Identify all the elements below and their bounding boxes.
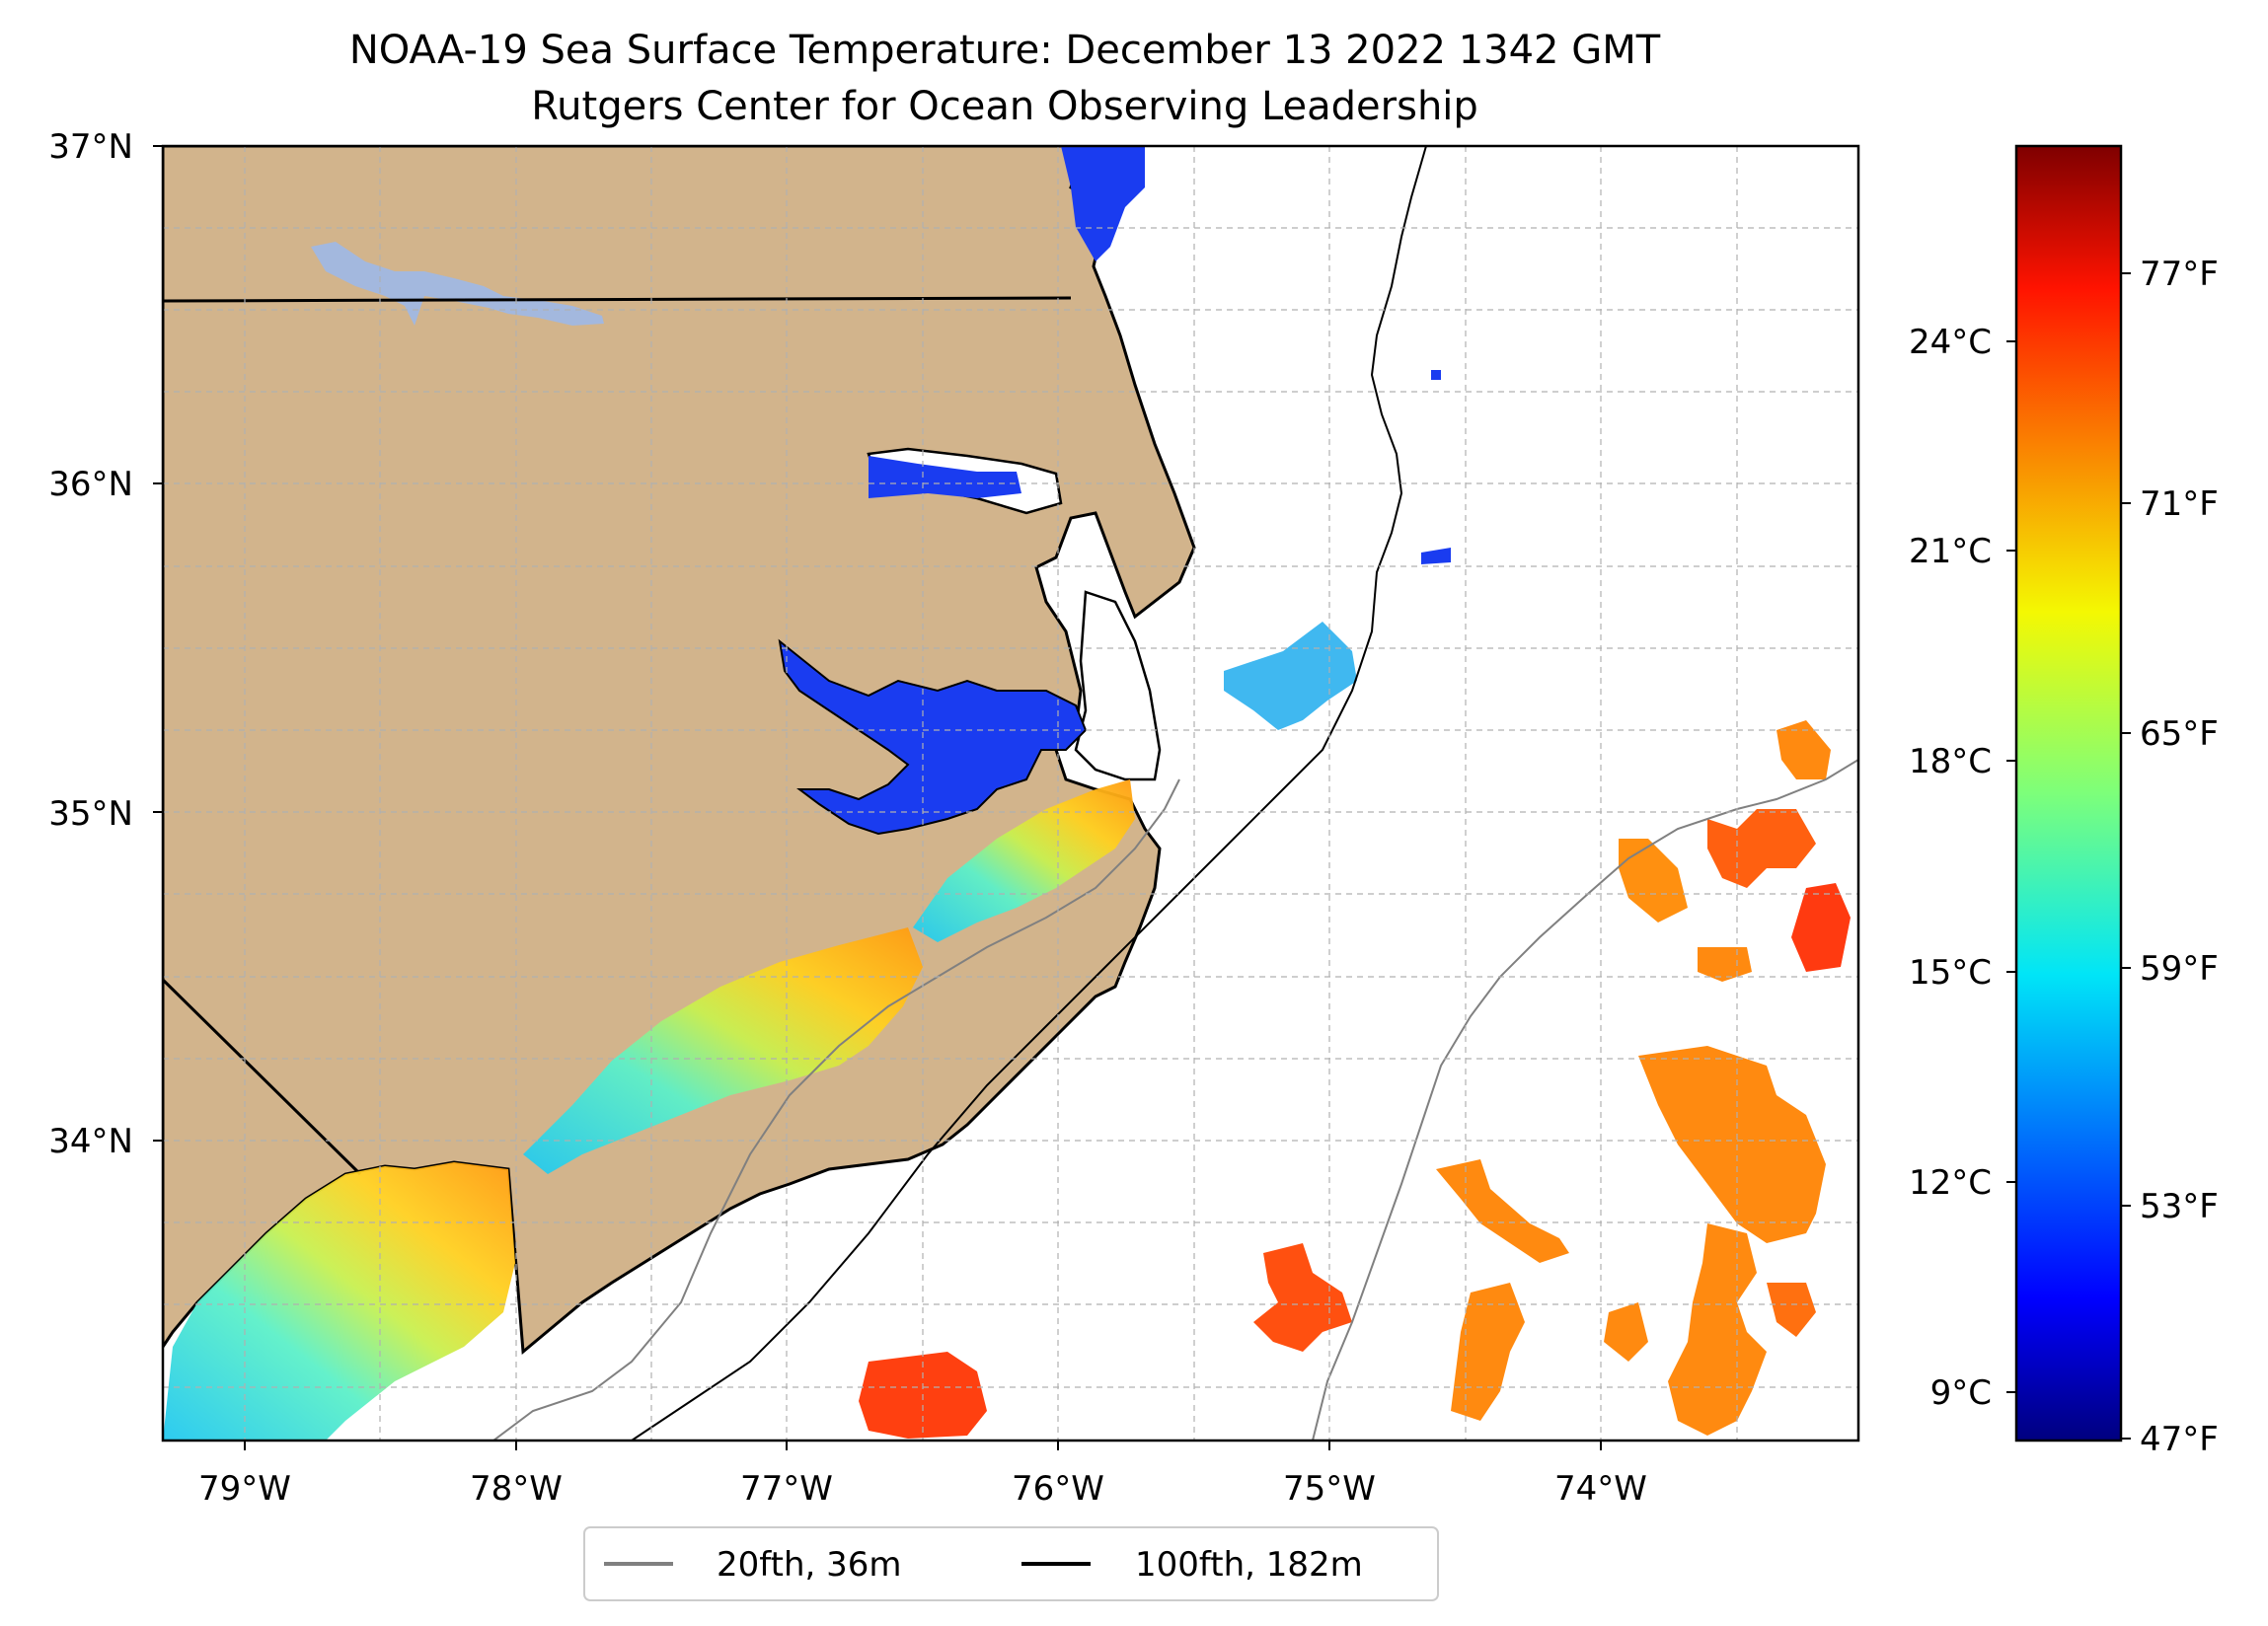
legend-label-100fth: 100fth, 182m bbox=[1135, 1545, 1363, 1585]
pamlico-river bbox=[778, 638, 1088, 836]
celsius-tick-9: 9°C bbox=[1930, 1373, 1992, 1413]
state-border-va-nc bbox=[163, 296, 1072, 303]
offshore-sst-patches bbox=[859, 370, 1851, 1439]
coastal-sst-band-2 bbox=[523, 927, 923, 1174]
inland-lake bbox=[311, 242, 604, 326]
lon-ticks bbox=[153, 145, 1602, 1450]
chart-title-line1: NOAA-19 Sea Surface Temperature: Decembe… bbox=[349, 28, 1661, 73]
lon-label-78: 78°W bbox=[470, 1469, 563, 1509]
lon-label-75: 75°W bbox=[1283, 1469, 1376, 1509]
celsius-tick-24: 24°C bbox=[1909, 323, 1992, 362]
lat-label-35: 35°N bbox=[48, 794, 133, 834]
northern-sst-strip bbox=[1061, 146, 1145, 261]
albemarle-river-sst bbox=[869, 456, 1021, 498]
celsius-tick-12: 12°C bbox=[1909, 1163, 1992, 1203]
pamlico-sound bbox=[1074, 590, 1162, 781]
coastal-sst-band-3 bbox=[913, 779, 1135, 942]
colorbar: 24°C 21°C 18°C 15°C 12°C 9°C 77°F 71°F 6… bbox=[1909, 144, 2219, 1459]
lon-label-77: 77°W bbox=[740, 1469, 833, 1509]
fahrenheit-tick-65: 65°F bbox=[2140, 714, 2219, 754]
lon-label-74: 74°W bbox=[1554, 1469, 1647, 1509]
hatteras-sst-patch bbox=[1224, 622, 1357, 730]
latitude-labels: 37°N 36°N 35°N 34°N bbox=[48, 127, 133, 1161]
fahrenheit-tick-77: 77°F bbox=[2140, 255, 2219, 294]
legend-label-20fth: 20fth, 36m bbox=[717, 1545, 902, 1585]
colorbar-gradient bbox=[2014, 144, 2123, 1442]
coastal-sst-band bbox=[163, 1162, 515, 1441]
map-panel bbox=[163, 146, 1858, 1441]
fahrenheit-tick-71: 71°F bbox=[2140, 484, 2219, 524]
colorbar-fahrenheit-ticks: 77°F 71°F 65°F 59°F 53°F 47°F bbox=[2140, 255, 2219, 1459]
lat-label-37: 37°N bbox=[48, 127, 133, 167]
fahrenheit-tick-53: 53°F bbox=[2140, 1187, 2219, 1226]
isobath-legend: 20fth, 36m 100fth, 182m bbox=[583, 1526, 1439, 1601]
lat-label-36: 36°N bbox=[48, 465, 133, 504]
colorbar-celsius-ticks: 24°C 21°C 18°C 15°C 12°C 9°C bbox=[1909, 323, 1992, 1413]
longitude-labels: 79°W 78°W 77°W 76°W 75°W 74°W bbox=[198, 1469, 1647, 1509]
fahrenheit-tick-59: 59°F bbox=[2140, 949, 2219, 989]
lon-label-79: 79°W bbox=[198, 1469, 291, 1509]
isobath-20fth-shelf bbox=[492, 778, 1180, 1441]
gridlines bbox=[163, 146, 1858, 1441]
chart-title-line2: Rutgers Center for Ocean Observing Leade… bbox=[531, 84, 1478, 129]
isobath-100fth bbox=[631, 146, 1427, 1441]
state-border-nc-sc bbox=[163, 978, 362, 1176]
lon-label-76: 76°W bbox=[1012, 1469, 1104, 1509]
fahrenheit-tick-47: 47°F bbox=[2140, 1420, 2219, 1459]
lat-label-34: 34°N bbox=[48, 1122, 133, 1161]
celsius-tick-21: 21°C bbox=[1909, 532, 1992, 571]
celsius-tick-15: 15°C bbox=[1909, 953, 1992, 993]
celsius-tick-18: 18°C bbox=[1909, 742, 1992, 781]
map-frame bbox=[161, 144, 1860, 1442]
